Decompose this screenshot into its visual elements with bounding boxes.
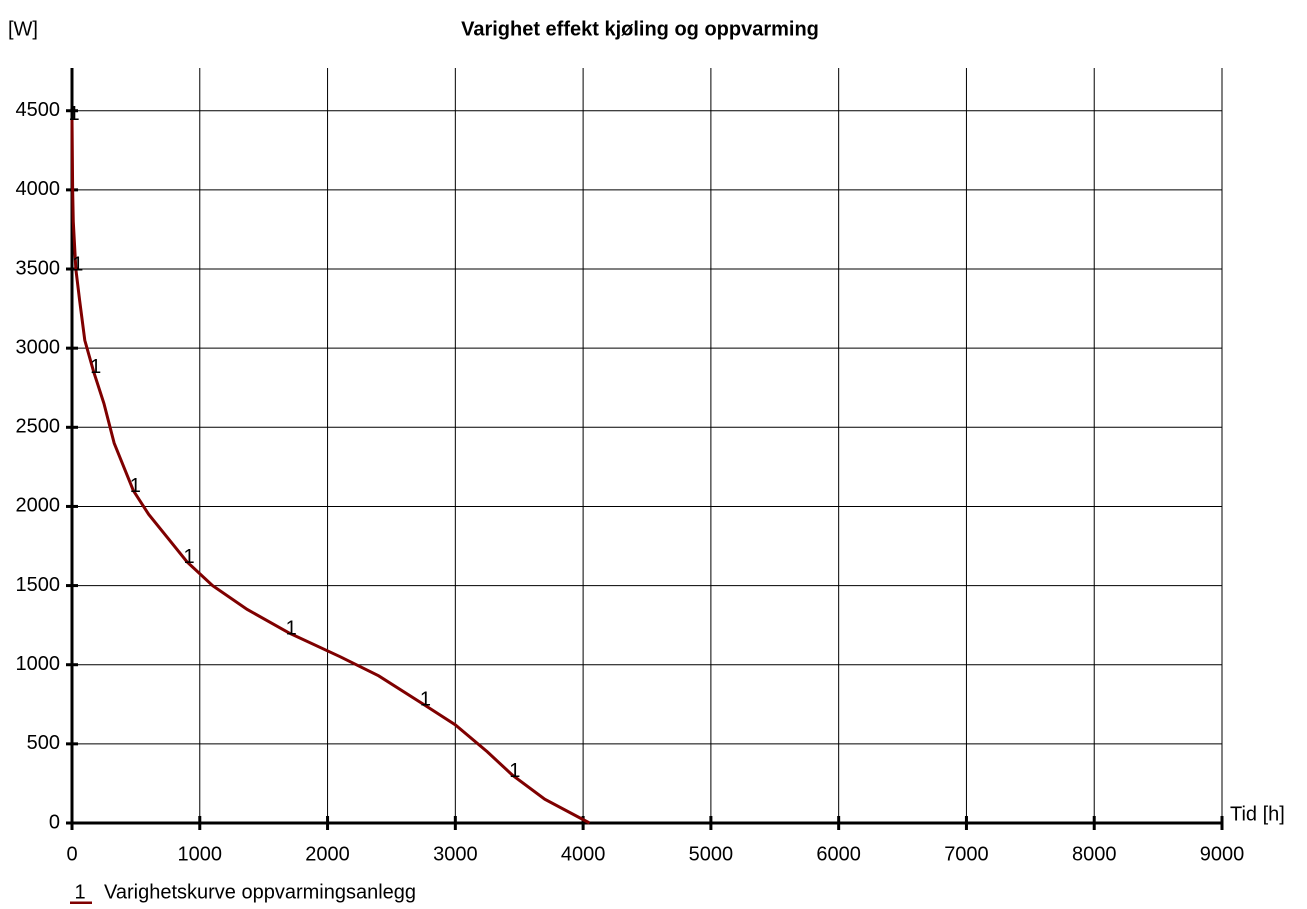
y-tick-label: 0 (49, 811, 60, 833)
series-marker: 1 (286, 617, 297, 639)
legend-marker: 1 (74, 881, 85, 903)
series-marker: 1 (72, 253, 83, 275)
x-tick-label: 0 (66, 843, 77, 865)
series-marker: 1 (509, 760, 520, 782)
x-tick-label: 4000 (561, 843, 606, 865)
x-tick-label: 2000 (305, 843, 350, 865)
x-tick-label: 9000 (1200, 843, 1245, 865)
y-tick-label: 1500 (16, 574, 61, 596)
x-tick-label: 7000 (944, 843, 989, 865)
y-tick-label: 4000 (16, 178, 61, 200)
legend-label: Varighetskurve oppvarmingsanlegg (104, 881, 416, 903)
y-axis-label: [W] (8, 18, 38, 40)
series-marker: 1 (90, 356, 101, 378)
y-tick-label: 2000 (16, 495, 61, 517)
x-tick-label: 3000 (433, 843, 478, 865)
x-tick-label: 5000 (689, 843, 734, 865)
y-tick-label: 4500 (16, 99, 61, 121)
x-tick-label: 6000 (816, 843, 861, 865)
series-marker: 1 (130, 475, 141, 497)
x-axis-label: Tid [h] (1230, 803, 1285, 825)
series-marker: 1 (183, 546, 194, 568)
line-series (70, 118, 591, 825)
series-marker: 1 (420, 689, 431, 711)
chart-title: Varighet effekt kjøling og oppvarming (461, 18, 819, 40)
y-tick-label: 2500 (16, 416, 61, 438)
y-tick-label: 3000 (16, 336, 61, 358)
x-tick-label: 8000 (1072, 843, 1117, 865)
y-tick-label: 500 (27, 732, 60, 754)
y-tick-label: 3500 (16, 257, 61, 279)
y-tick-label: 1000 (16, 653, 61, 675)
series-marker: 1 (68, 103, 79, 125)
x-tick-label: 1000 (178, 843, 223, 865)
